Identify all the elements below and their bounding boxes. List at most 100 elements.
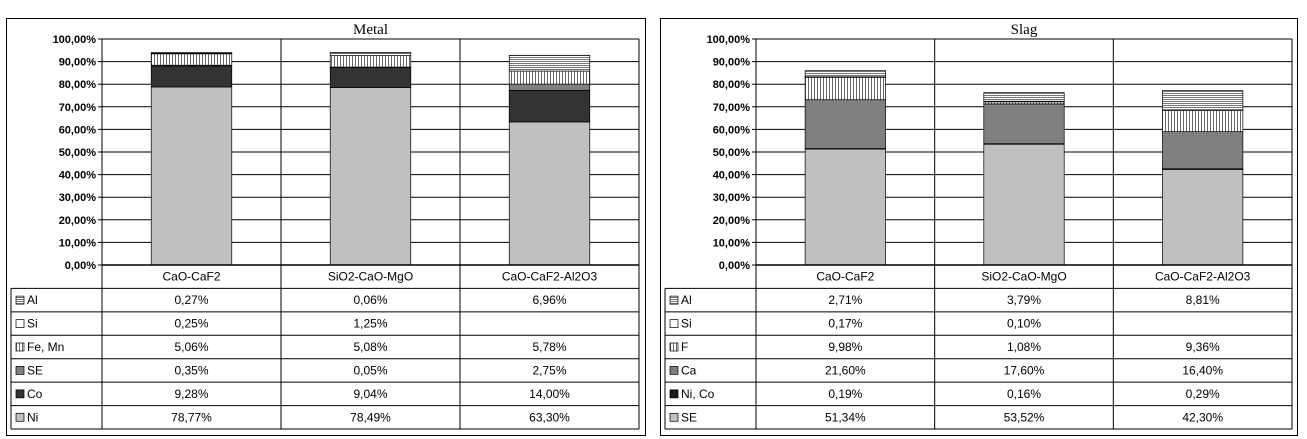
bar-segment bbox=[329, 55, 412, 68]
bar-segment bbox=[1162, 110, 1244, 133]
legend-swatch bbox=[669, 366, 679, 375]
data-label: 1,25% bbox=[353, 317, 387, 331]
bar-segment bbox=[508, 89, 591, 123]
y-tick-label: 50,00% bbox=[59, 147, 97, 159]
bar-segment bbox=[508, 83, 591, 91]
y-tick-label: 20,00% bbox=[713, 215, 751, 227]
y-tick-label: 80,00% bbox=[713, 79, 751, 91]
chart-title: Slag bbox=[1011, 22, 1038, 38]
data-label: 8,81% bbox=[1186, 293, 1220, 307]
data-label: 0,06% bbox=[353, 293, 387, 307]
data-label: 9,04% bbox=[353, 387, 387, 401]
data-label: 0,25% bbox=[174, 317, 208, 331]
legend-swatch bbox=[669, 389, 679, 399]
data-label: 0,05% bbox=[353, 363, 387, 377]
data-label: 9,28% bbox=[174, 387, 208, 401]
bar-segment bbox=[150, 52, 233, 54]
category-label: SiO2-CaO-MgO bbox=[328, 270, 413, 284]
y-tick-label: 60,00% bbox=[713, 124, 751, 136]
legend-label: SE bbox=[27, 363, 43, 377]
data-label: 0,17% bbox=[828, 317, 862, 331]
bar-segment bbox=[508, 54, 591, 72]
y-tick-label: 50,00% bbox=[713, 147, 751, 159]
y-tick-label: 80,00% bbox=[59, 79, 97, 91]
y-tick-label: 30,00% bbox=[713, 192, 751, 204]
legend-label: Ni bbox=[27, 410, 38, 424]
data-label: 0,35% bbox=[174, 363, 208, 377]
chart-title: Metal bbox=[353, 22, 388, 38]
data-label: 53,52% bbox=[1004, 410, 1045, 424]
data-label: 6,96% bbox=[532, 293, 566, 307]
bar-segment bbox=[804, 70, 886, 78]
y-tick-label: 0,00% bbox=[65, 260, 96, 272]
y-tick-label: 10,00% bbox=[59, 237, 97, 249]
legend-label: Si bbox=[681, 317, 692, 331]
bar-segment bbox=[508, 121, 591, 266]
data-label: 1,08% bbox=[1007, 340, 1041, 354]
legend-label: F bbox=[681, 340, 688, 354]
legend-label: Co bbox=[27, 387, 43, 401]
legend-swatch bbox=[15, 412, 25, 422]
bar-segment bbox=[150, 65, 233, 88]
data-label: 14,00% bbox=[529, 387, 570, 401]
data-label: 51,34% bbox=[825, 410, 866, 424]
data-label: 9,98% bbox=[828, 340, 862, 354]
y-tick-label: 90,00% bbox=[59, 57, 97, 69]
legend-swatch bbox=[15, 366, 25, 375]
data-label: 2,75% bbox=[532, 363, 566, 377]
bar-segment bbox=[804, 76, 886, 101]
bar-segment bbox=[150, 53, 233, 66]
bar-segment bbox=[329, 87, 412, 266]
bar-segment bbox=[1162, 169, 1244, 266]
legend-swatch bbox=[15, 342, 25, 352]
data-label: 0,16% bbox=[1007, 387, 1041, 401]
data-label: 78,49% bbox=[350, 410, 391, 424]
data-label: 5,78% bbox=[532, 340, 566, 354]
y-tick-label: 20,00% bbox=[59, 215, 97, 227]
category-label: CaO-CaF2 bbox=[162, 270, 220, 284]
data-label: 16,40% bbox=[1182, 363, 1223, 377]
data-label: 42,30% bbox=[1182, 410, 1223, 424]
data-label: 63,30% bbox=[529, 410, 570, 424]
bar-segment bbox=[329, 52, 412, 54]
legend-label: Fe, Mn bbox=[27, 340, 64, 354]
y-tick-label: 100,00% bbox=[53, 34, 97, 46]
bar-segment bbox=[804, 148, 886, 266]
y-tick-label: 90,00% bbox=[713, 57, 751, 69]
y-tick-label: 70,00% bbox=[59, 102, 97, 114]
legend-label: Ca bbox=[681, 363, 697, 377]
legend-swatch bbox=[15, 295, 25, 305]
legend-label: Si bbox=[27, 317, 38, 331]
bar-segment bbox=[1162, 90, 1244, 111]
category-label: CaO-CaF2 bbox=[816, 270, 874, 284]
data-label: 78,77% bbox=[171, 410, 212, 424]
y-tick-label: 60,00% bbox=[59, 124, 97, 136]
legend-swatch bbox=[669, 342, 679, 352]
bar-segment bbox=[983, 103, 1065, 145]
bar-segment bbox=[804, 99, 886, 149]
data-label: 5,08% bbox=[353, 340, 387, 354]
data-label: 9,36% bbox=[1186, 340, 1220, 354]
metal-chart-panel: Metal 100,00% 90,00% 80,00% 70,00% 60,00% 50,0… bbox=[6, 18, 646, 436]
y-tick-label: 40,00% bbox=[713, 170, 751, 182]
data-label: 21,60% bbox=[825, 363, 866, 377]
bar-segment bbox=[983, 92, 1065, 102]
legend-swatch bbox=[15, 319, 25, 328]
data-label: 0,10% bbox=[1007, 317, 1041, 331]
y-tick-label: 30,00% bbox=[59, 192, 97, 204]
bar-segment bbox=[1162, 131, 1244, 170]
bar-segment bbox=[983, 143, 1065, 266]
data-label: 17,60% bbox=[1004, 363, 1045, 377]
data-label: 0,29% bbox=[1186, 387, 1220, 401]
slag-chart-panel: Slag 100,00% 90,00% 80,00% 70,00% 60,00% 50,00… bbox=[660, 18, 1298, 436]
legend-label: Al bbox=[27, 293, 38, 307]
data-label: 2,71% bbox=[828, 293, 862, 307]
legend-swatch bbox=[669, 319, 679, 328]
legend-swatch bbox=[669, 295, 679, 305]
legend-swatch bbox=[15, 389, 25, 399]
bar-segment bbox=[150, 86, 233, 266]
slag-chart: Slag 100,00% 90,00% 80,00% 70,00% 60,00% 50,00… bbox=[664, 22, 1293, 430]
data-label: 0,19% bbox=[828, 387, 862, 401]
category-label: CaO-CaF2-Al2O3 bbox=[1155, 270, 1251, 284]
legend-swatch bbox=[669, 412, 679, 422]
